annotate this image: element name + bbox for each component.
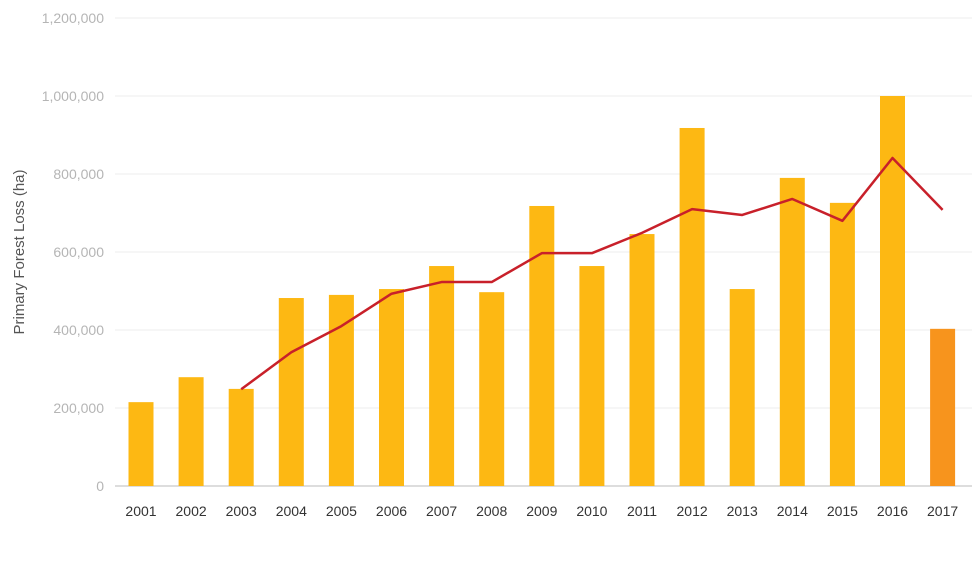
bars <box>128 96 956 487</box>
bar-2012 <box>679 127 705 486</box>
x-tick-label: 2003 <box>226 503 257 519</box>
x-tick-label: 2006 <box>376 503 407 519</box>
y-tick-label: 0 <box>96 478 104 494</box>
x-axis-ticks: 2001 2002 2003 2004 2005 2006 2007 2008 2009 2010… <box>125 503 958 519</box>
y-tick-label: 400,000 <box>53 322 104 338</box>
bar-2014 <box>779 177 805 486</box>
bar-2015 <box>829 202 855 487</box>
x-tick-label: 2002 <box>176 503 207 519</box>
x-tick-label: 2014 <box>777 503 808 519</box>
bar-2008 <box>479 292 505 486</box>
bar-2001 <box>128 402 154 486</box>
x-tick-label: 2011 <box>627 503 657 519</box>
x-tick-label: 2013 <box>727 503 758 519</box>
x-tick-label: 2010 <box>576 503 607 519</box>
y-tick-label: 800,000 <box>53 166 104 182</box>
bar-2003 <box>228 388 254 486</box>
x-tick-label: 2004 <box>276 503 307 519</box>
x-tick-label: 2001 <box>125 503 156 519</box>
bar-2016 <box>880 96 905 486</box>
x-tick-label: 2012 <box>677 503 708 519</box>
trend-line <box>240 156 944 391</box>
y-tick-label: 1,000,000 <box>42 88 104 104</box>
bar-2004 <box>278 298 304 486</box>
bar-2002 <box>178 377 204 486</box>
x-tick-label: 2017 <box>927 503 958 519</box>
x-tick-label: 2016 <box>877 503 908 519</box>
y-axis-ticks: 0 200,000 400,000 600,000 800,000 1,000,000 1,… <box>42 10 105 494</box>
bar-2007 <box>429 266 455 486</box>
y-tick-label: 600,000 <box>53 244 104 260</box>
x-tick-label: 2007 <box>426 503 457 519</box>
bar-2009 <box>529 205 555 487</box>
bar-2005 <box>328 294 354 486</box>
bar-2006 <box>379 289 404 486</box>
x-tick-label: 2009 <box>526 503 557 519</box>
y-tick-label: 1,200,000 <box>42 10 104 26</box>
bar-2013 <box>729 289 755 486</box>
bar-2017 <box>930 328 956 486</box>
y-axis-label: Primary Forest Loss (ha) <box>11 169 28 334</box>
x-tick-label: 2005 <box>326 503 357 519</box>
x-tick-label: 2015 <box>827 503 858 519</box>
bar-2011 <box>629 234 655 486</box>
y-tick-label: 200,000 <box>53 400 104 416</box>
x-tick-label: 2008 <box>476 503 507 519</box>
bar-2010 <box>579 266 605 486</box>
